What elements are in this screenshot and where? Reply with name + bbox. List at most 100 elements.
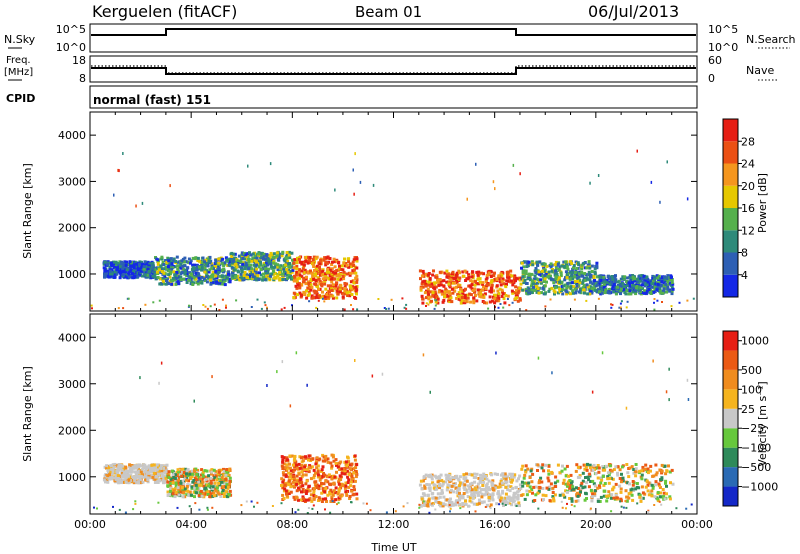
data-cell xyxy=(484,484,488,488)
data-cell xyxy=(527,287,531,291)
data-cell xyxy=(191,265,195,269)
data-cell xyxy=(577,263,581,267)
data-cell xyxy=(469,285,473,289)
data-cell xyxy=(313,487,316,490)
data-cell xyxy=(325,293,329,296)
data-cell xyxy=(162,464,166,468)
data-cell xyxy=(420,497,424,501)
data-cell xyxy=(108,266,112,270)
data-cell xyxy=(478,280,482,284)
data-cell xyxy=(164,470,168,474)
data-cell xyxy=(598,290,602,294)
data-cell xyxy=(156,276,160,279)
data-cell xyxy=(108,475,112,479)
data-cell xyxy=(585,277,589,281)
data-cell xyxy=(436,496,440,500)
data-cell xyxy=(120,264,124,268)
data-cell xyxy=(206,264,210,268)
data-cell xyxy=(553,273,557,277)
data-cell xyxy=(138,477,142,481)
data-cell xyxy=(211,270,215,274)
data-cell xyxy=(307,458,310,462)
data-cell xyxy=(248,274,252,278)
data-cell xyxy=(223,283,227,287)
data-cell xyxy=(475,502,479,506)
data-cell xyxy=(588,278,592,282)
data-cell xyxy=(562,478,566,482)
data-cell xyxy=(215,478,219,482)
data-cell xyxy=(568,262,572,266)
data-cell xyxy=(308,285,312,289)
data-cell xyxy=(198,278,202,282)
data-cell xyxy=(597,282,601,286)
data-cell xyxy=(169,481,172,485)
data-cell xyxy=(597,297,600,300)
data-cell xyxy=(525,282,528,285)
data-cell xyxy=(578,278,582,282)
data-cell xyxy=(285,273,289,277)
data-cell xyxy=(231,274,235,278)
data-cell xyxy=(215,486,219,490)
data-cell xyxy=(210,468,214,472)
data-cell xyxy=(295,474,299,478)
data-cell xyxy=(227,272,230,276)
data-cell xyxy=(463,483,467,487)
data-cell xyxy=(348,467,352,471)
data-cell xyxy=(621,282,625,285)
data-cell xyxy=(300,463,304,467)
data-cell xyxy=(296,256,299,260)
data-cell xyxy=(632,471,636,475)
data-cell xyxy=(589,273,593,277)
data-cell xyxy=(136,275,140,279)
data-cell xyxy=(461,503,465,507)
data-cell xyxy=(190,485,194,489)
data-cell xyxy=(147,474,151,478)
data-cell xyxy=(536,281,540,285)
data-cell xyxy=(467,504,470,508)
data-cell xyxy=(281,471,285,475)
data-cell xyxy=(208,485,212,489)
data-cell xyxy=(506,298,509,300)
data-cell xyxy=(444,480,448,484)
data-cell xyxy=(192,268,196,272)
data-cell xyxy=(312,255,316,259)
freq-panel xyxy=(89,55,698,83)
data-cell xyxy=(443,503,447,507)
data-cell xyxy=(280,267,283,271)
data-cell xyxy=(175,255,179,259)
data-cell xyxy=(503,474,507,478)
data-cell xyxy=(437,478,441,482)
data-cell xyxy=(535,260,539,264)
data-cell xyxy=(506,294,510,298)
data-cell xyxy=(473,472,476,476)
data-cell xyxy=(506,475,510,479)
data-cell xyxy=(306,286,310,290)
data-cell xyxy=(339,478,343,481)
data-cell xyxy=(150,473,154,477)
data-cell xyxy=(143,263,147,266)
data-cell xyxy=(186,483,190,487)
data-cell xyxy=(315,294,319,298)
data-cell xyxy=(649,285,653,289)
data-cell xyxy=(324,276,328,280)
data-cell xyxy=(466,197,468,201)
data-cell xyxy=(215,280,219,284)
data-cell xyxy=(200,268,204,272)
colorbar-tick-label: 16 xyxy=(741,202,755,215)
data-cell xyxy=(262,272,265,276)
data-cell xyxy=(448,284,451,288)
data-cell xyxy=(289,485,293,489)
data-cell xyxy=(144,478,147,482)
data-cell xyxy=(149,469,153,473)
data-cell xyxy=(281,278,285,281)
data-cell xyxy=(434,300,438,304)
data-cell xyxy=(140,263,144,266)
data-cell xyxy=(608,468,612,472)
data-cell xyxy=(300,275,304,279)
data-cell xyxy=(142,465,146,469)
data-cell xyxy=(309,283,313,287)
data-cell xyxy=(201,480,205,484)
data-cell xyxy=(422,475,426,479)
data-cell xyxy=(214,474,218,478)
data-cell xyxy=(619,287,623,291)
